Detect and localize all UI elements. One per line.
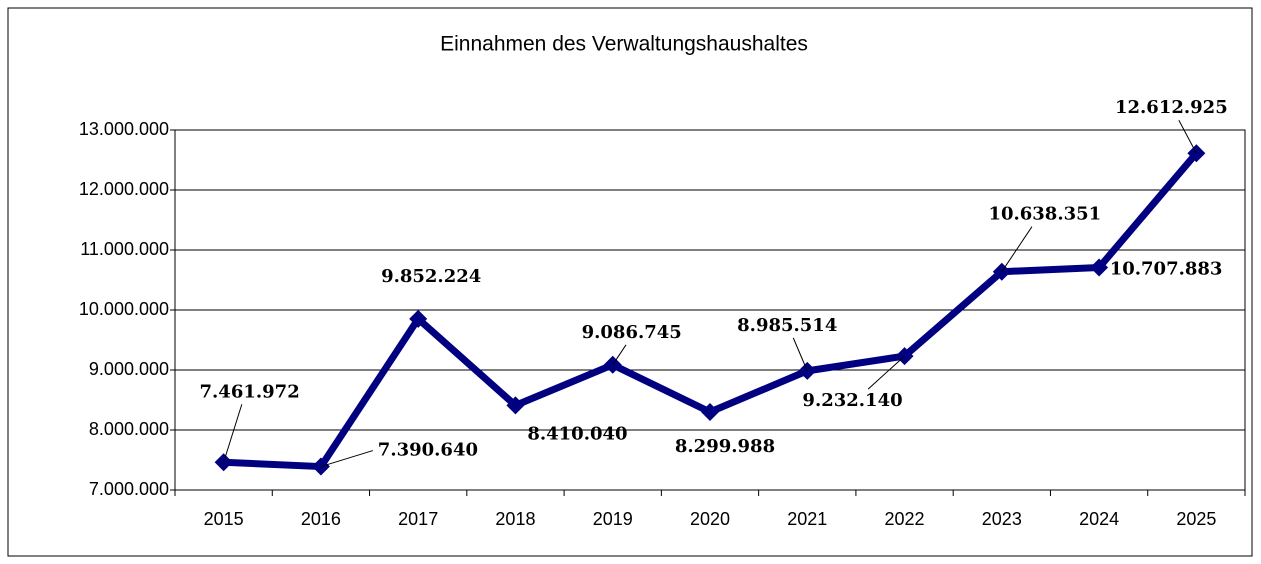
x-tick-label: 2023 <box>982 509 1022 529</box>
leader-line <box>223 404 243 463</box>
data-label: 8.299.988 <box>675 436 775 457</box>
data-label: 12.612.925 <box>1115 97 1228 118</box>
y-tick-label: 9.000.000 <box>89 359 169 379</box>
x-tick-label: 2024 <box>1079 509 1119 529</box>
data-label: 9.232.140 <box>802 390 902 411</box>
leader-line <box>320 450 374 468</box>
plot-border <box>174 129 1246 491</box>
x-tick-label: 2016 <box>301 509 341 529</box>
leader-line <box>612 344 627 366</box>
data-label: 10.638.351 <box>988 204 1101 225</box>
data-label: 8.985.514 <box>737 315 837 336</box>
y-tick-label: 8.000.000 <box>89 419 169 439</box>
point <box>409 309 428 328</box>
leader-line <box>792 337 808 372</box>
data-label: 10.707.883 <box>1110 259 1223 280</box>
leader-line <box>867 355 905 390</box>
leader-line <box>1001 226 1033 272</box>
data-label: 9.852.224 <box>381 266 481 287</box>
x-tick-label: 2018 <box>495 509 535 529</box>
data-label: 7.390.640 <box>378 440 478 461</box>
x-tick-label: 2017 <box>398 509 438 529</box>
data-label: 8.410.040 <box>527 423 627 444</box>
x-tick-label: 2025 <box>1176 509 1216 529</box>
leader-line <box>1178 119 1197 154</box>
y-tick-label: 7.000.000 <box>89 479 169 499</box>
x-tick-label: 2020 <box>690 509 730 529</box>
y-tick-label: 10.000.000 <box>79 299 169 319</box>
point <box>1090 258 1109 277</box>
y-tick-label: 13.000.000 <box>79 119 169 139</box>
point <box>701 403 719 422</box>
x-tick-label: 2019 <box>593 509 633 529</box>
data-label: 7.461.972 <box>200 381 300 402</box>
chart-title: Einnahmen des Verwaltungshaushaltes <box>440 33 808 56</box>
data-label: 9.086.745 <box>582 322 682 343</box>
point <box>506 396 525 415</box>
chart-border <box>7 7 1253 557</box>
x-tick-label: 2022 <box>885 509 925 529</box>
y-tick-label: 12.000.000 <box>79 179 169 199</box>
y-tick-label: 11.000.000 <box>80 239 169 259</box>
x-tick-label: 2015 <box>204 509 244 529</box>
x-tick-label: 2021 <box>787 509 827 529</box>
